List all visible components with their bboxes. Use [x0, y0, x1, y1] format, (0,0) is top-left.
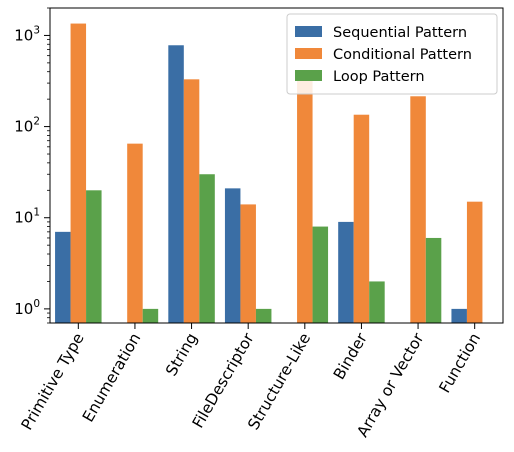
legend-label-conditional-pattern: Conditional Pattern	[333, 47, 472, 63]
bar-conditional-pattern-string	[184, 79, 200, 323]
y-tick-label-1: 101	[14, 207, 40, 227]
bar-sequential-pattern-primitive-type	[55, 232, 70, 323]
bar-loop-pattern-filedescriptor	[256, 309, 272, 323]
x-tick-label-structure-like: Structure-Like	[244, 330, 314, 433]
bar-conditional-pattern-enumeration	[127, 144, 143, 323]
legend-label-sequential-pattern: Sequential Pattern	[333, 25, 467, 41]
legend: Sequential Pattern Conditional Pattern Loo…	[287, 14, 497, 94]
bar-sequential-pattern-filedescriptor	[225, 188, 241, 323]
bar-conditional-pattern-array-or-vector	[410, 96, 426, 323]
bar-conditional-pattern-filedescriptor	[240, 204, 256, 323]
bar-sequential-pattern-string	[168, 45, 184, 323]
bar-loop-pattern-binder	[369, 281, 385, 323]
y-tick-label-2: 102	[14, 116, 40, 136]
bar-conditional-pattern-function	[467, 202, 483, 323]
x-tick-label-function: Function	[436, 330, 485, 396]
legend-label-loop-pattern: Loop Pattern	[333, 69, 425, 85]
bar-conditional-pattern-primitive-type	[71, 24, 87, 323]
x-tick-label-primitive-type: Primitive Type	[18, 330, 88, 433]
y-tick-label-3: 103	[14, 24, 40, 44]
bar-loop-pattern-string	[199, 174, 215, 323]
y-axis-ticks: 100 101 102 103	[14, 8, 50, 323]
legend-swatch-loop-pattern	[295, 70, 322, 81]
bar-sequential-pattern-function	[451, 309, 467, 323]
bar-loop-pattern-structure-like	[313, 227, 329, 323]
bar-loop-pattern-primitive-type	[86, 190, 102, 323]
x-tick-label-binder: Binder	[330, 329, 371, 382]
y-tick-label-0: 100	[14, 298, 40, 318]
legend-swatch-conditional-pattern	[295, 48, 322, 59]
bar-conditional-pattern-binder	[354, 115, 370, 323]
legend-swatch-sequential-pattern	[295, 26, 322, 37]
bar-sequential-pattern-binder	[338, 222, 354, 323]
x-tick-label-filedescriptor: FileDescriptor	[189, 329, 258, 431]
bar-loop-pattern-enumeration	[143, 309, 159, 323]
bar-conditional-pattern-structure-like	[297, 78, 313, 323]
x-tick-label-string: String	[162, 330, 201, 379]
bar-loop-pattern-array-or-vector	[426, 238, 442, 323]
x-tick-label-enumeration: Enumeration	[79, 330, 144, 425]
